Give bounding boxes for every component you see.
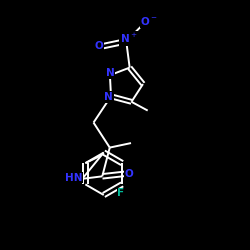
- Text: O: O: [94, 41, 103, 51]
- Text: O: O: [125, 169, 134, 179]
- Text: N: N: [104, 92, 113, 102]
- Text: N$^+$: N$^+$: [120, 32, 138, 45]
- Text: O$^-$: O$^-$: [140, 15, 158, 27]
- Text: HN: HN: [65, 172, 82, 182]
- Text: F: F: [117, 188, 124, 198]
- Text: N: N: [106, 68, 114, 78]
